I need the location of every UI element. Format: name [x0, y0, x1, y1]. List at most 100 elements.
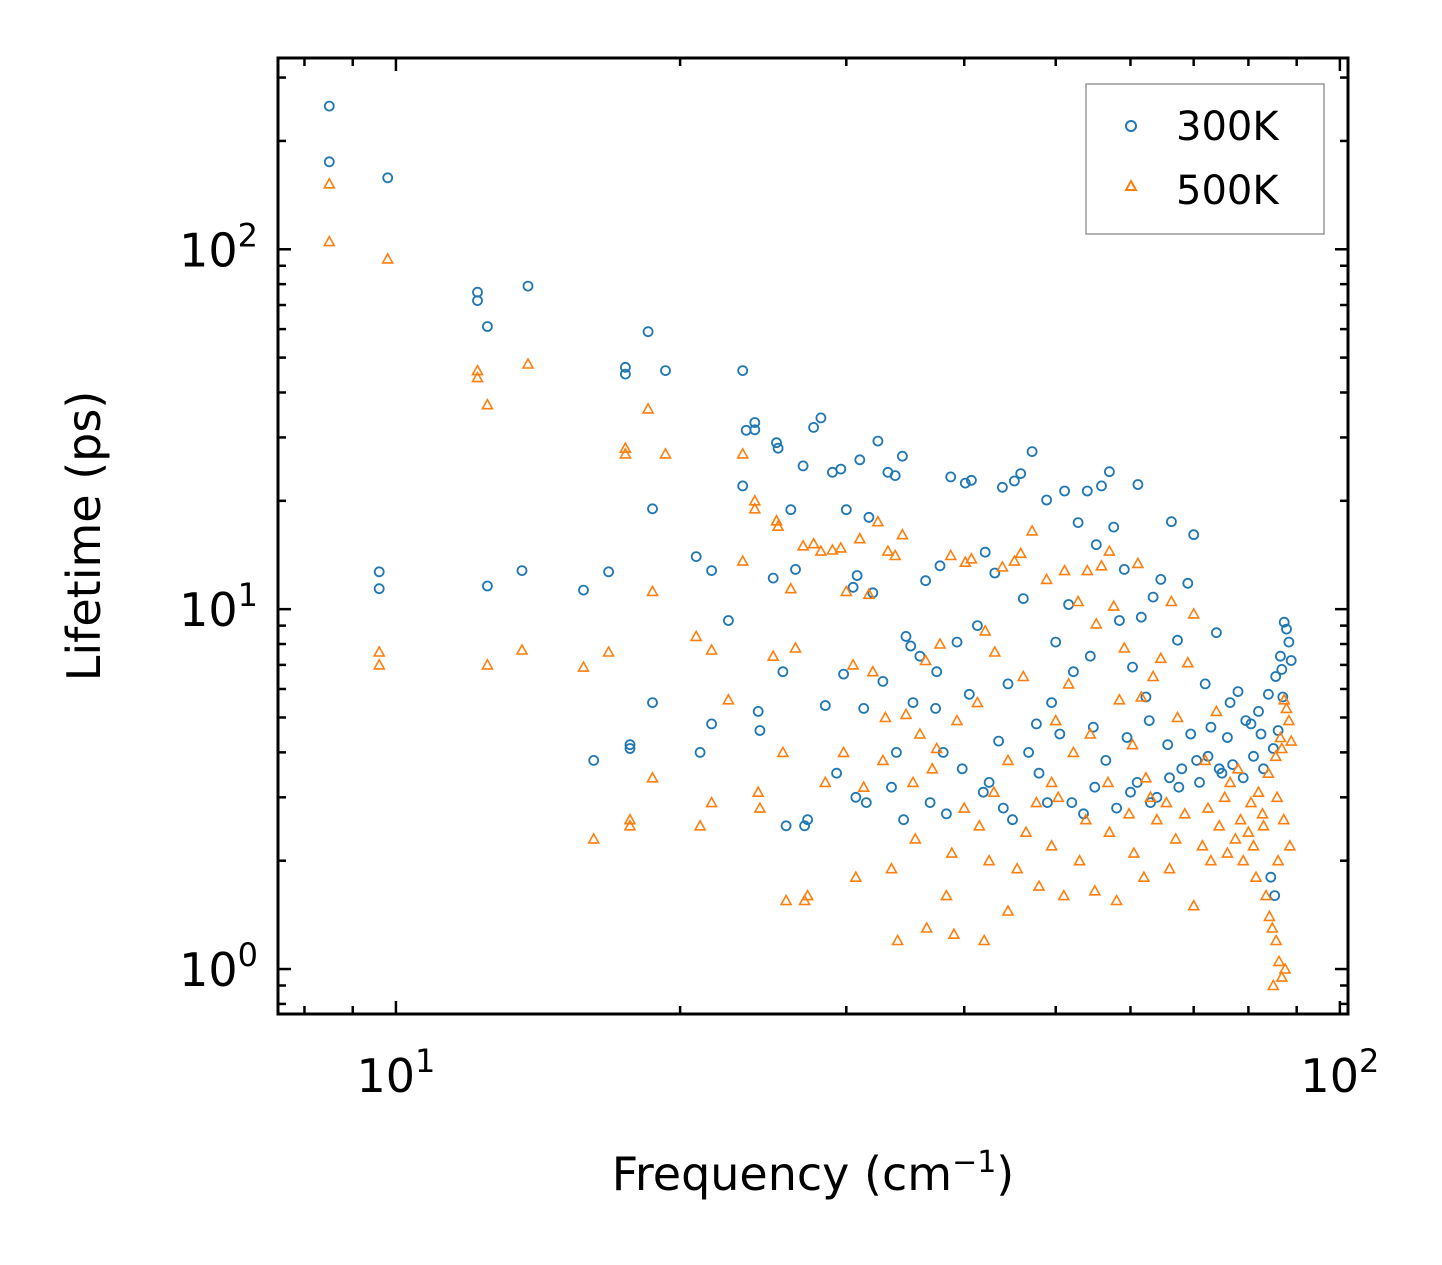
data-point — [1188, 529, 1200, 541]
data-point — [471, 370, 484, 383]
data-point — [1090, 539, 1102, 551]
data-point — [373, 583, 385, 595]
data-point — [1255, 728, 1267, 740]
data-point — [381, 252, 395, 264]
data-point — [522, 280, 534, 292]
data-point — [941, 808, 952, 820]
data-point — [771, 519, 785, 532]
data-point — [1270, 671, 1282, 682]
data-point — [1282, 713, 1296, 726]
data-point — [1127, 846, 1141, 858]
data-point — [1031, 718, 1042, 730]
data-point — [1121, 732, 1133, 743]
data-point — [1269, 890, 1281, 901]
data-point — [1274, 730, 1287, 743]
data-point — [766, 649, 780, 662]
data-point — [851, 570, 863, 581]
data-point — [808, 421, 819, 433]
data-point — [796, 539, 810, 551]
data-point — [588, 755, 600, 766]
data-point — [1283, 839, 1297, 851]
data-point — [1042, 797, 1053, 808]
data-point — [947, 927, 961, 940]
data-point — [1026, 446, 1038, 458]
data-point — [1067, 745, 1080, 758]
data-point — [879, 710, 892, 723]
data-point — [659, 447, 672, 459]
data-point — [737, 480, 749, 492]
data-point — [1277, 693, 1291, 705]
data-point — [930, 703, 941, 714]
data-point — [1263, 688, 1274, 700]
data-point — [1058, 563, 1071, 576]
data-point — [847, 581, 859, 593]
data-point — [1089, 617, 1103, 629]
data-point — [899, 707, 913, 720]
data-point — [1095, 559, 1108, 571]
data-point — [983, 777, 995, 788]
data-point — [624, 739, 636, 751]
data-point — [814, 544, 828, 556]
data-point — [1173, 781, 1185, 793]
data-point — [876, 753, 890, 766]
data-point — [620, 368, 631, 380]
data-point — [1059, 485, 1070, 497]
data-point — [1087, 721, 1099, 733]
data-point — [646, 584, 659, 597]
data-point — [660, 365, 671, 377]
data-point — [1253, 706, 1264, 717]
data-point — [1126, 738, 1139, 750]
data-point — [481, 398, 494, 410]
data-point — [977, 786, 989, 798]
data-point — [1049, 713, 1063, 726]
data-point — [863, 511, 875, 523]
data-point — [722, 693, 735, 705]
data-point — [972, 819, 986, 831]
data-point — [900, 631, 912, 642]
data-point — [905, 640, 917, 652]
data-point — [624, 743, 636, 754]
data-point — [1113, 693, 1126, 705]
data-point — [771, 437, 782, 449]
data-point — [888, 548, 902, 561]
data-point — [472, 295, 483, 307]
data-point — [1221, 846, 1234, 858]
data-point — [1054, 728, 1066, 740]
data-point — [1007, 814, 1018, 826]
data-point — [850, 791, 862, 803]
data-point — [1198, 753, 1212, 766]
data-point — [919, 653, 932, 666]
data-point — [1181, 656, 1195, 668]
data-point — [1096, 480, 1107, 492]
data-point — [831, 767, 842, 779]
data-point — [1262, 766, 1275, 779]
data-point — [723, 615, 734, 626]
data-point — [1134, 690, 1148, 702]
data-point — [1271, 854, 1285, 866]
y-tick-label: 100 — [179, 936, 258, 997]
data-point — [908, 832, 922, 844]
data-point — [1267, 743, 1279, 754]
data-point — [1284, 734, 1298, 746]
data-point — [1171, 710, 1184, 723]
data-points — [322, 100, 1298, 991]
data-point — [623, 819, 637, 831]
data-point — [1283, 636, 1295, 648]
data-point — [1278, 962, 1292, 974]
data-point — [897, 450, 908, 462]
data-point — [1176, 763, 1188, 775]
data-point — [896, 528, 909, 540]
data-point — [906, 775, 920, 788]
data-point — [780, 820, 792, 832]
data-point — [1010, 862, 1024, 874]
data-point — [945, 846, 959, 858]
data-point — [886, 781, 897, 793]
data-point — [971, 695, 984, 708]
data-point — [996, 560, 1009, 572]
data-point — [693, 819, 707, 831]
data-point — [978, 624, 992, 636]
data-point — [860, 797, 872, 808]
data-point — [1259, 888, 1273, 901]
data-point — [372, 645, 386, 657]
data-point — [871, 515, 885, 527]
